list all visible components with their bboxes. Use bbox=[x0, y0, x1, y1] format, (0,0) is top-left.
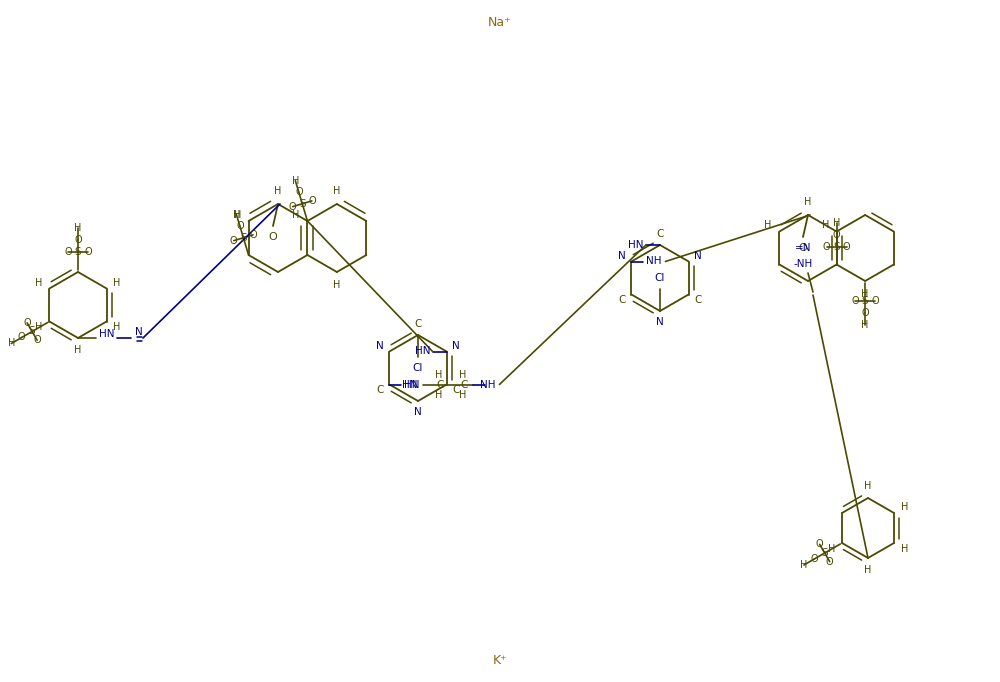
Text: Cl: Cl bbox=[413, 363, 423, 373]
Text: H: H bbox=[828, 544, 835, 554]
Text: H: H bbox=[35, 323, 43, 333]
Text: O: O bbox=[861, 308, 869, 318]
Text: H: H bbox=[292, 176, 299, 186]
Text: HN: HN bbox=[402, 379, 417, 389]
Text: H: H bbox=[864, 481, 872, 491]
Text: C: C bbox=[618, 295, 626, 305]
Text: O: O bbox=[851, 296, 859, 306]
Text: HN: HN bbox=[404, 379, 419, 389]
Text: S: S bbox=[833, 241, 840, 252]
Text: O: O bbox=[826, 557, 834, 567]
Text: O: O bbox=[64, 247, 72, 257]
Text: N: N bbox=[618, 251, 626, 261]
Text: H: H bbox=[800, 560, 808, 570]
Text: O: O bbox=[18, 333, 26, 342]
Text: H: H bbox=[864, 565, 872, 575]
Text: O: O bbox=[799, 243, 807, 253]
Text: O: O bbox=[833, 230, 840, 239]
Text: K⁺: K⁺ bbox=[493, 653, 507, 666]
Text: H: H bbox=[113, 278, 121, 288]
Text: S: S bbox=[29, 327, 35, 336]
Text: O: O bbox=[23, 318, 31, 328]
Text: O: O bbox=[816, 539, 824, 549]
Text: S: S bbox=[299, 198, 306, 209]
Text: Cl: Cl bbox=[655, 273, 665, 283]
Text: H: H bbox=[435, 370, 442, 379]
Text: N: N bbox=[656, 317, 664, 327]
Text: H: H bbox=[861, 320, 869, 330]
Text: H: H bbox=[292, 209, 300, 220]
Text: C: C bbox=[437, 379, 444, 389]
Text: C: C bbox=[461, 379, 468, 389]
Text: HN: HN bbox=[99, 329, 115, 339]
Text: S: S bbox=[75, 247, 81, 257]
Text: Na⁺: Na⁺ bbox=[488, 16, 512, 29]
Text: N: N bbox=[135, 327, 143, 337]
Text: O: O bbox=[33, 335, 41, 345]
Text: S: S bbox=[240, 233, 247, 243]
Text: N: N bbox=[376, 341, 384, 351]
Text: N: N bbox=[452, 341, 460, 351]
Text: H: H bbox=[764, 220, 772, 230]
Text: O: O bbox=[871, 296, 879, 306]
Text: H: H bbox=[804, 197, 812, 207]
Text: H: H bbox=[901, 544, 908, 554]
Text: C: C bbox=[414, 319, 422, 329]
Text: H: H bbox=[333, 186, 341, 196]
Text: O: O bbox=[823, 241, 830, 252]
Text: H: H bbox=[333, 280, 341, 290]
Text: HN: HN bbox=[415, 346, 430, 357]
Text: O: O bbox=[295, 188, 303, 197]
Text: H: H bbox=[35, 278, 43, 288]
Text: S: S bbox=[862, 296, 868, 306]
Text: O: O bbox=[289, 202, 297, 211]
Text: H: H bbox=[833, 218, 840, 228]
Text: C: C bbox=[452, 385, 460, 395]
Text: NH: NH bbox=[646, 256, 661, 267]
Text: NH: NH bbox=[480, 379, 495, 389]
Text: N: N bbox=[414, 407, 422, 417]
Text: H: H bbox=[113, 323, 121, 333]
Text: H: H bbox=[861, 289, 869, 299]
Text: O: O bbox=[269, 232, 277, 242]
Text: S: S bbox=[821, 548, 828, 558]
Text: H: H bbox=[901, 502, 908, 512]
Text: O: O bbox=[810, 554, 818, 564]
Text: H: H bbox=[822, 220, 829, 230]
Text: H: H bbox=[459, 389, 466, 400]
Text: H: H bbox=[435, 389, 442, 400]
Text: N: N bbox=[694, 251, 702, 261]
Text: O: O bbox=[843, 241, 850, 252]
Text: H: H bbox=[74, 345, 82, 355]
Text: H: H bbox=[8, 338, 15, 349]
Text: O: O bbox=[84, 247, 92, 257]
Text: O: O bbox=[308, 196, 316, 206]
Text: =N: =N bbox=[795, 243, 811, 253]
Text: O: O bbox=[230, 236, 238, 246]
Text: O: O bbox=[249, 230, 257, 240]
Text: H: H bbox=[234, 209, 241, 220]
Text: H: H bbox=[233, 210, 240, 220]
Text: H: H bbox=[74, 223, 82, 233]
Text: C: C bbox=[656, 229, 664, 239]
Text: C: C bbox=[376, 385, 384, 395]
Text: O: O bbox=[236, 221, 244, 231]
Text: -NH: -NH bbox=[793, 259, 813, 269]
Text: O: O bbox=[74, 235, 82, 245]
Text: C: C bbox=[694, 295, 702, 305]
Text: HN: HN bbox=[628, 240, 644, 250]
Text: H: H bbox=[459, 370, 466, 379]
Text: H: H bbox=[274, 186, 282, 196]
